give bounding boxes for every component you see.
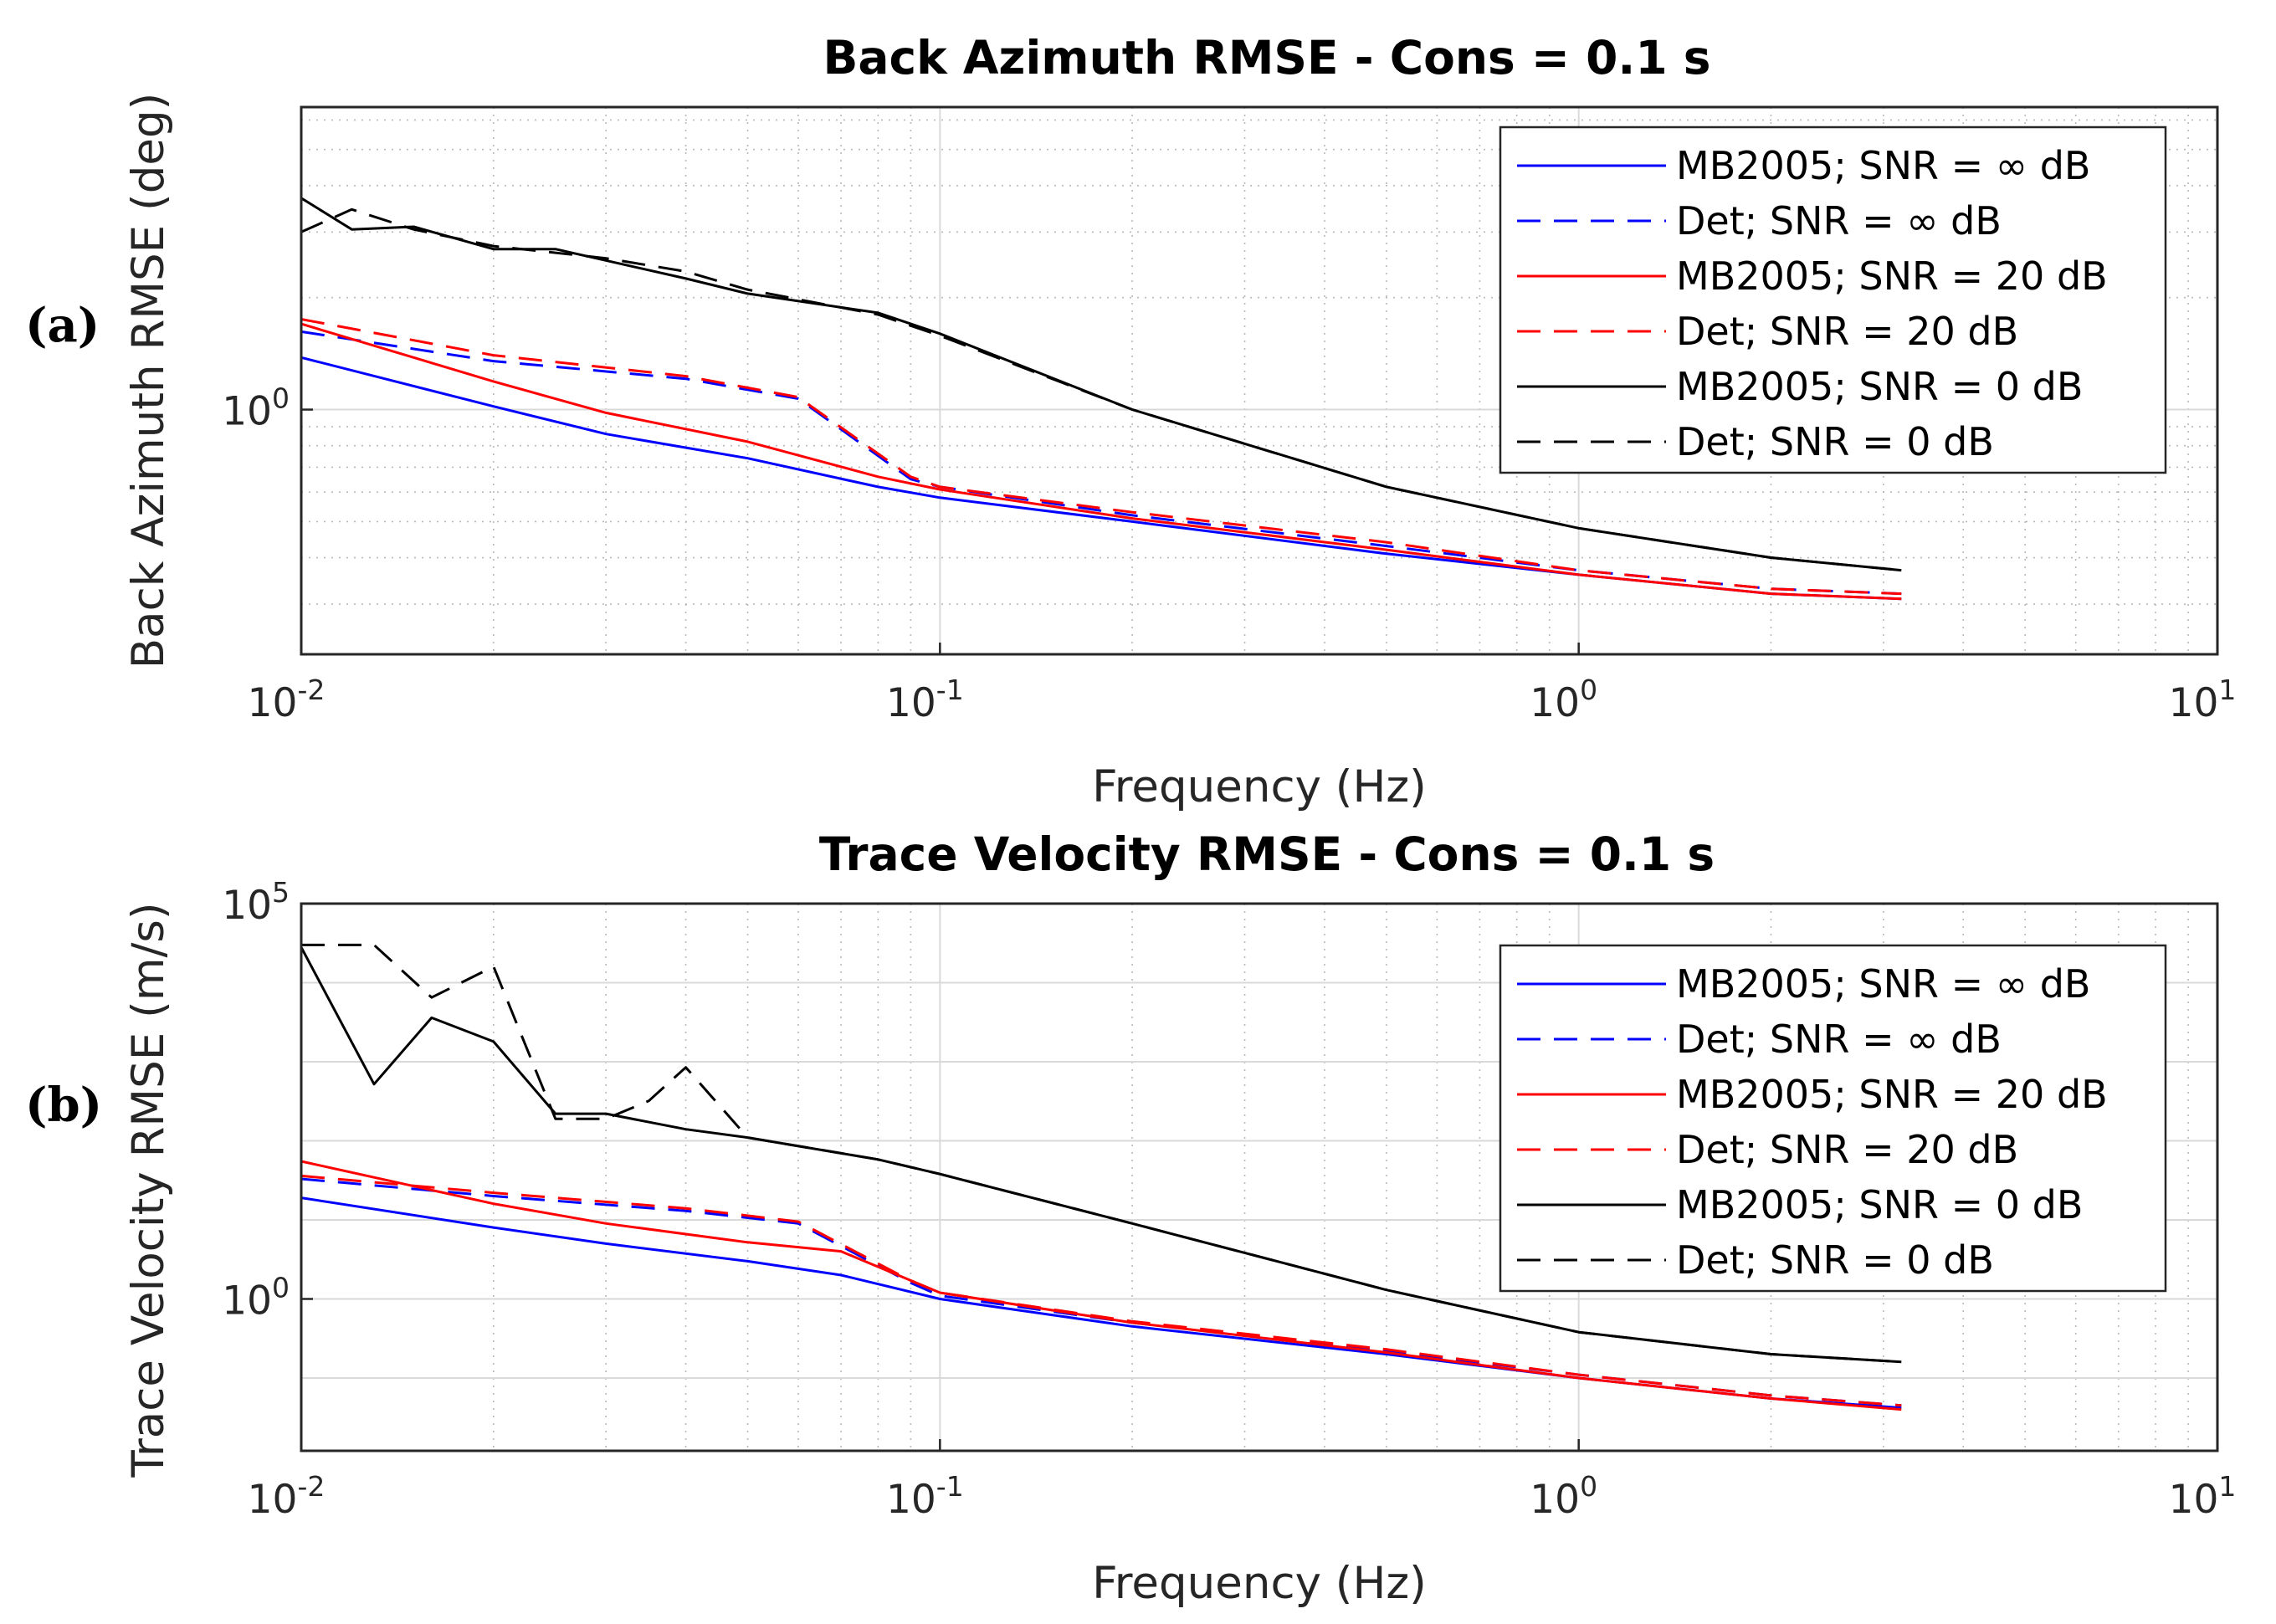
x-tick-label: 10-2	[248, 1470, 326, 1523]
panel-b: Trace Velocity RMSE - Cons = 0.1 s (b) T…	[25, 827, 2236, 1609]
plot-frame-b	[300, 902, 2219, 1452]
legend-label-6: Det; SNR = 0 dB	[1676, 419, 1994, 464]
legend-label-4: Det; SNR = 20 dB	[1676, 309, 2018, 354]
legend-box	[1499, 944, 2167, 1293]
x-axis-label-b: Frequency (Hz)	[1092, 1558, 1427, 1609]
series-line-3	[300, 1160, 1902, 1411]
legend-label-5: MB2005; SNR = 0 dB	[1676, 1182, 2083, 1227]
series-line-4	[300, 318, 1902, 596]
chart-title-b: Trace Velocity RMSE - Cons = 0.1 s	[819, 827, 1715, 881]
y-tick-label: 100	[222, 1271, 290, 1324]
legend-a: MB2005; SNR = ∞ dB Det; SNR = ∞ dB MB2005;…	[1499, 126, 2167, 474]
x-axis-label-a: Frequency (Hz)	[1092, 761, 1427, 812]
panel-label-a: (a)	[25, 298, 100, 353]
x-tick-label: 10-1	[886, 674, 964, 726]
legend-label-4: Det; SNR = 20 dB	[1676, 1127, 2018, 1172]
y-tick-label: 100	[222, 382, 290, 435]
x-tick-label: 10-2	[248, 674, 326, 726]
y-ticks-a: 100	[222, 382, 313, 435]
legend-label-1: MB2005; SNR = ∞ dB	[1676, 961, 2091, 1007]
legend-label-2: Det; SNR = ∞ dB	[1676, 198, 2002, 243]
y-axis-label-b: Trace Velocity RMSE (m/s)	[123, 902, 174, 1478]
panel-a: Back Azimuth RMSE - Cons = 0.1 s (a) Bac…	[25, 31, 2236, 812]
legend-b: MB2005; SNR = ∞ dB Det; SNR = ∞ dB MB2005;…	[1499, 944, 2167, 1293]
series-line-6	[300, 207, 1902, 572]
legend-label-3: MB2005; SNR = 20 dB	[1676, 1072, 2108, 1117]
series-line-4	[300, 1174, 1902, 1407]
x-tick-label: 10-1	[886, 1470, 964, 1523]
x-tick-label: 101	[2169, 1470, 2237, 1523]
x-ticks-b: 10-2 10-1 100 101	[248, 1439, 2237, 1523]
y-axis-label-a: Back Azimuth RMSE (deg)	[123, 93, 174, 669]
legend-label-3: MB2005; SNR = 20 dB	[1676, 254, 2108, 299]
chart-title-a: Back Azimuth RMSE - Cons = 0.1 s	[823, 31, 1711, 85]
series-line-3	[300, 322, 1902, 601]
series-group-a	[300, 197, 1902, 601]
series-group-b	[300, 943, 1902, 1411]
legend-label-2: Det; SNR = ∞ dB	[1676, 1017, 2002, 1062]
series-line-6	[301, 943, 1902, 1364]
y-ticks-b: 100 105	[222, 876, 313, 1324]
y-tick-label: 105	[222, 876, 290, 929]
legend-label-1: MB2005; SNR = ∞ dB	[1676, 143, 2091, 188]
x-tick-label: 101	[2169, 674, 2237, 726]
legend-label-6: Det; SNR = 0 dB	[1676, 1237, 1994, 1283]
panel-label-b: (b)	[25, 1078, 102, 1133]
x-tick-label: 100	[1530, 1470, 1597, 1523]
x-ticks-a: 10-2 10-1 100 101	[248, 643, 2237, 726]
x-tick-label: 100	[1530, 674, 1597, 726]
legend-box	[1499, 126, 2167, 474]
plot-frame-a	[300, 105, 2219, 656]
legend-label-5: MB2005; SNR = 0 dB	[1676, 364, 2083, 409]
